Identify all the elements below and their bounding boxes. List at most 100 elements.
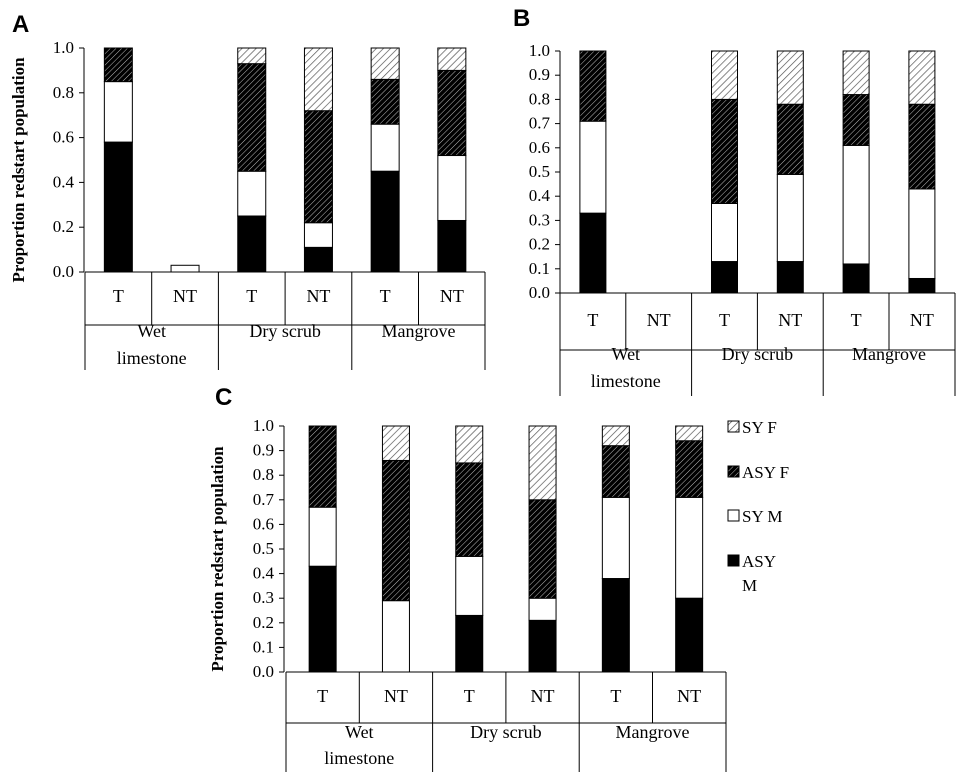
bar-segment-asy-f <box>370 78 400 125</box>
bar-segment-sy-f <box>370 47 400 80</box>
x-category-label: NT <box>531 686 555 706</box>
y-tick-label: 0.5 <box>253 539 274 558</box>
x-category-label: NT <box>647 310 671 330</box>
x-group-label: Mangrove <box>382 321 456 341</box>
bar-segment-sy-f <box>381 425 410 461</box>
bar-segment-sy-m <box>842 144 870 265</box>
x-category-label: NT <box>384 686 408 706</box>
bar-segment-asy-f <box>711 98 738 204</box>
y-tick-label: 0.0 <box>253 662 274 681</box>
y-tick-label: 0.0 <box>529 283 550 302</box>
legend-swatch <box>727 420 740 433</box>
bar-segment-sy-f <box>303 47 333 112</box>
x-category-label: NT <box>306 286 330 306</box>
y-axis-title: Proportion redstart population <box>9 57 28 283</box>
bar-segment-asy-f <box>528 499 557 599</box>
y-tick-label: 0.7 <box>529 114 551 133</box>
bar-segment-sy-m <box>308 506 337 567</box>
y-tick-label: 1.0 <box>253 416 274 435</box>
legend-swatch <box>727 554 740 567</box>
x-category-label: NT <box>173 286 197 306</box>
x-category-label: T <box>113 286 124 306</box>
bar-segment-sy-m <box>908 188 936 279</box>
bar-segment-sy-f <box>601 425 630 447</box>
legend-swatch <box>727 465 740 478</box>
bar-segment-sy-m <box>528 597 557 621</box>
y-tick-label: 0.2 <box>253 613 274 632</box>
x-group-label: Mangrove <box>852 344 926 364</box>
chart-panel-a: A Proportion redstart population 0.0 0.2 0.4… <box>9 11 486 370</box>
legend-label: M <box>742 576 757 595</box>
y-tick-label: 0.7 <box>253 490 275 509</box>
legend: SY F ASY F SY M ASY M <box>727 418 789 595</box>
x-category-label: T <box>610 686 621 706</box>
legend-entry-sy-m: SY M <box>727 507 782 526</box>
bar-segment-sy-m <box>776 173 804 263</box>
bar-segment-asy-f <box>437 69 467 157</box>
bar-segment-asy-m <box>675 597 704 673</box>
bar-segment-sy-m <box>370 123 400 172</box>
x-group-label: Dry scrub <box>249 321 320 341</box>
y-tick-label: 0.9 <box>529 65 550 84</box>
bar-segment-asy-m <box>842 263 870 294</box>
y-tick-label: 0.6 <box>53 128 74 147</box>
bar-segment-sy-m <box>103 81 133 143</box>
y-tick-label: 0.8 <box>253 465 274 484</box>
bar-segment-asy-f <box>842 94 870 146</box>
bar-segment-sy-f <box>437 47 467 71</box>
y-tick-label: 0.4 <box>529 186 551 205</box>
bar-segment-asy-m <box>579 212 607 294</box>
bar-segment-sy-m <box>579 120 607 214</box>
y-tick-label: 0.2 <box>53 217 74 236</box>
y-tick-label: 0.3 <box>529 210 550 229</box>
legend-entry-asy-m: ASY M <box>727 552 776 595</box>
bar-segment-asy-f <box>675 440 704 498</box>
bar-segment-asy-m <box>711 261 738 294</box>
bar-segment-asy-m <box>908 277 936 294</box>
bar-segment-sy-m <box>437 155 467 221</box>
bar-segment-sy-f <box>455 425 484 464</box>
x-category-label: T <box>317 686 328 706</box>
bar-segment-sy-f <box>711 50 738 100</box>
bar-segment-asy-f <box>308 425 337 508</box>
bar-segment-asy-f <box>601 445 630 498</box>
bar-segment-sy-m <box>455 555 484 616</box>
y-tick-label: 0.4 <box>53 172 75 191</box>
x-category-label: NT <box>778 310 802 330</box>
y-tick-label: 0.3 <box>253 588 274 607</box>
legend-entry-asy-f: ASY F <box>727 463 789 482</box>
x-category-label: T <box>587 310 598 330</box>
chart-panels: A Proportion redstart population 0.0 0.2 0.4… <box>9 5 956 772</box>
x-category-label: T <box>380 286 391 306</box>
legend-entry-sy-f: SY F <box>727 418 777 437</box>
legend-label: SY F <box>742 418 777 437</box>
y-tick-label: 1.0 <box>529 41 550 60</box>
y-tick-label: 0.2 <box>529 235 550 254</box>
x-group-label: Wet <box>137 321 166 341</box>
y-tick-label: 0.0 <box>53 262 74 281</box>
y-tick-label: 0.1 <box>529 259 550 278</box>
x-category-label: T <box>464 686 475 706</box>
bar-segment-sy-m <box>675 496 704 599</box>
x-category-label: NT <box>910 310 934 330</box>
y-tick-label: 0.6 <box>253 514 274 533</box>
y-axis-title: Proportion redstart population <box>208 446 227 672</box>
bar-segment-asy-m <box>601 578 630 673</box>
panel-label: C <box>215 384 232 411</box>
legend-label: ASY F <box>742 463 789 482</box>
y-tick-label: 0.5 <box>529 162 550 181</box>
x-group-label: limestone <box>117 348 187 368</box>
x-group-label: Wet <box>612 344 641 364</box>
bar-segment-asy-f <box>776 103 804 175</box>
bar-segment-asy-f <box>381 459 410 602</box>
bar-segment-sy-f <box>908 50 936 105</box>
x-category-label: T <box>246 286 257 306</box>
x-group-label: limestone <box>591 371 661 391</box>
chart-panel-b: B 0.0 0.1 0.2 0.3 0.4 0.5 0.6 0.7 0.8 0.9 1.0 T NT T NT… <box>513 5 956 396</box>
bar-segment-sy-f <box>237 47 267 65</box>
bar-segment-asy-m <box>528 619 557 673</box>
y-tick-label: 0.4 <box>253 564 275 583</box>
bar-segment-sy-m <box>711 202 738 263</box>
bar-segment-asy-m <box>776 261 804 294</box>
chart-panel-c: C Proportion redstart population 0.0 0.1 0.2… <box>208 384 727 772</box>
